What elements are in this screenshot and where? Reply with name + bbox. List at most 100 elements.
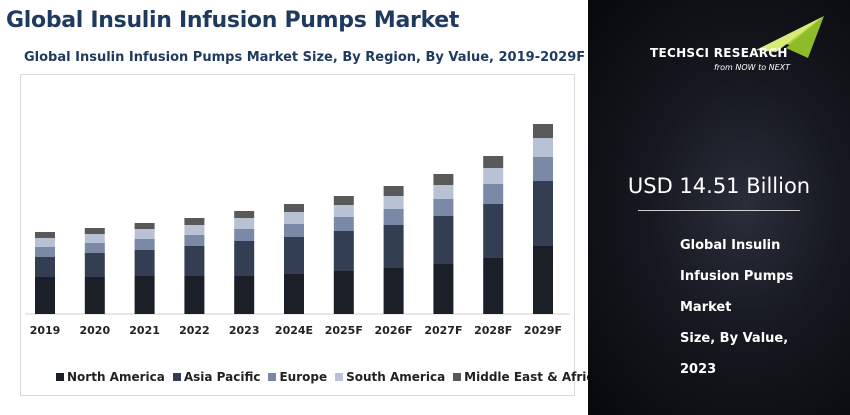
legend-swatch <box>172 373 181 381</box>
bar-segment <box>333 231 354 271</box>
description-line: Market <box>680 300 732 315</box>
bar-segment <box>284 224 304 237</box>
bar-segment <box>234 276 255 314</box>
brand-name: TECHSCI RESEARCH <box>650 46 788 60</box>
bar-segment <box>483 258 504 314</box>
bar-segment <box>433 185 454 199</box>
x-tick-label: 2026F <box>375 324 413 337</box>
x-tick-label: 2025F <box>325 324 363 337</box>
bar-segment <box>184 276 205 314</box>
bar-segment <box>35 257 55 277</box>
bar-segment <box>84 228 105 234</box>
bar-segment <box>533 157 553 181</box>
legend-swatch <box>268 373 277 381</box>
bar-segment <box>284 237 304 274</box>
bar-segment <box>184 235 205 246</box>
bar-segment <box>35 247 55 257</box>
description-line: 2023 <box>680 362 717 377</box>
chart-frame <box>20 74 575 396</box>
x-tick-label: 2020 <box>79 324 110 337</box>
bar-segment <box>333 217 354 231</box>
x-tick-label: 2029F <box>524 324 562 337</box>
bar-segment <box>433 174 454 185</box>
bar-segment <box>184 225 205 235</box>
legend-item: Europe <box>268 370 327 384</box>
bar-segment <box>383 225 404 268</box>
bar-segment <box>483 168 504 184</box>
bar-segment <box>234 229 255 241</box>
x-tick-label: 2022 <box>179 324 210 337</box>
bar-segment <box>433 264 454 314</box>
legend-label: Europe <box>279 370 328 384</box>
x-tick-label: 2019 <box>30 324 61 337</box>
bar-segment <box>533 181 553 246</box>
legend-item: Asia Pacific <box>172 370 261 384</box>
bar-segment <box>84 234 105 243</box>
bar-segment <box>134 229 155 239</box>
bar-segment <box>35 232 55 238</box>
bar-segment <box>134 250 155 276</box>
chart-subtitle: Global Insulin Infusion Pumps Market Siz… <box>24 50 586 65</box>
description-line: Infusion Pumps <box>680 269 794 284</box>
bar-segment <box>333 196 354 205</box>
legend-swatch <box>56 373 64 381</box>
bar-segment <box>284 274 304 314</box>
bar-segment <box>483 204 504 258</box>
bar-segment <box>234 218 255 229</box>
legend-label: Asia Pacific <box>183 370 261 384</box>
bar-segment <box>333 205 354 217</box>
market-description: Global Insulin Infusion Pumps Market Siz… <box>680 230 840 385</box>
legend-label: South America <box>346 370 446 384</box>
chart-legend: North America Asia Pacific Europe South Ame… <box>56 370 602 384</box>
stacked-bar-chart: 2019 2020 2021 2022 2023 2024E 2025F 2026F 2027F… <box>25 124 570 337</box>
techsci-logo: TECHSCI RESEARCH from NOW to NEXT <box>636 14 846 76</box>
legend-swatch <box>453 373 462 381</box>
legend-item: North America <box>56 370 165 384</box>
chart-panel: Global Insulin Infusion Pumps Market Glo… <box>6 8 602 396</box>
bar-segment <box>134 276 155 314</box>
bar-segment <box>284 204 304 212</box>
bar-segment <box>184 246 205 276</box>
x-tick-label: 2023 <box>229 324 260 337</box>
bar-segment <box>134 223 155 229</box>
bar-segment <box>234 211 255 218</box>
x-tick-label: 2024E <box>275 324 313 337</box>
bar-segment <box>84 243 105 253</box>
market-value: USD 14.51 Billion <box>627 174 811 198</box>
bar-segment <box>533 124 553 138</box>
logo-mark-icon <box>756 16 824 58</box>
bar-segment <box>84 277 105 314</box>
x-tick-label: 2021 <box>129 324 160 337</box>
bar-segment <box>533 138 553 157</box>
x-tick-label: 2028F <box>474 324 512 337</box>
bar-segment <box>35 238 55 247</box>
description-line: Size, By Value, <box>680 331 789 346</box>
page-title: Global Insulin Infusion Pumps Market <box>6 8 460 33</box>
bar-segment <box>184 218 205 225</box>
legend-item: South America <box>335 370 445 384</box>
bar-segment <box>84 253 105 277</box>
info-panel: TECHSCI RESEARCH from NOW to NEXT USD 14… <box>588 0 850 415</box>
bar-segment <box>234 241 255 276</box>
bar-segment <box>383 186 404 196</box>
divider <box>638 210 800 211</box>
description-line: Global Insulin <box>680 238 781 253</box>
bar-segment <box>134 239 155 250</box>
bar-segment <box>383 268 404 314</box>
bar-segment <box>383 196 404 209</box>
bar-segment <box>333 271 354 314</box>
x-tick-label: 2027F <box>424 324 462 337</box>
bar-segment <box>35 277 55 314</box>
bar-segment <box>433 216 454 264</box>
legend-label: Middle East & Africa <box>464 370 602 384</box>
legend-swatch <box>335 373 344 381</box>
bar-segment <box>383 209 404 225</box>
bar-segment <box>483 184 504 204</box>
bar-segment <box>483 156 504 168</box>
brand-tagline: from NOW to NEXT <box>714 63 791 72</box>
bar-segment <box>433 199 454 216</box>
legend-label: North America <box>67 370 165 384</box>
legend-item: Middle East & Africa <box>453 370 602 384</box>
bar-segment <box>533 246 553 314</box>
bar-segment <box>284 212 304 224</box>
